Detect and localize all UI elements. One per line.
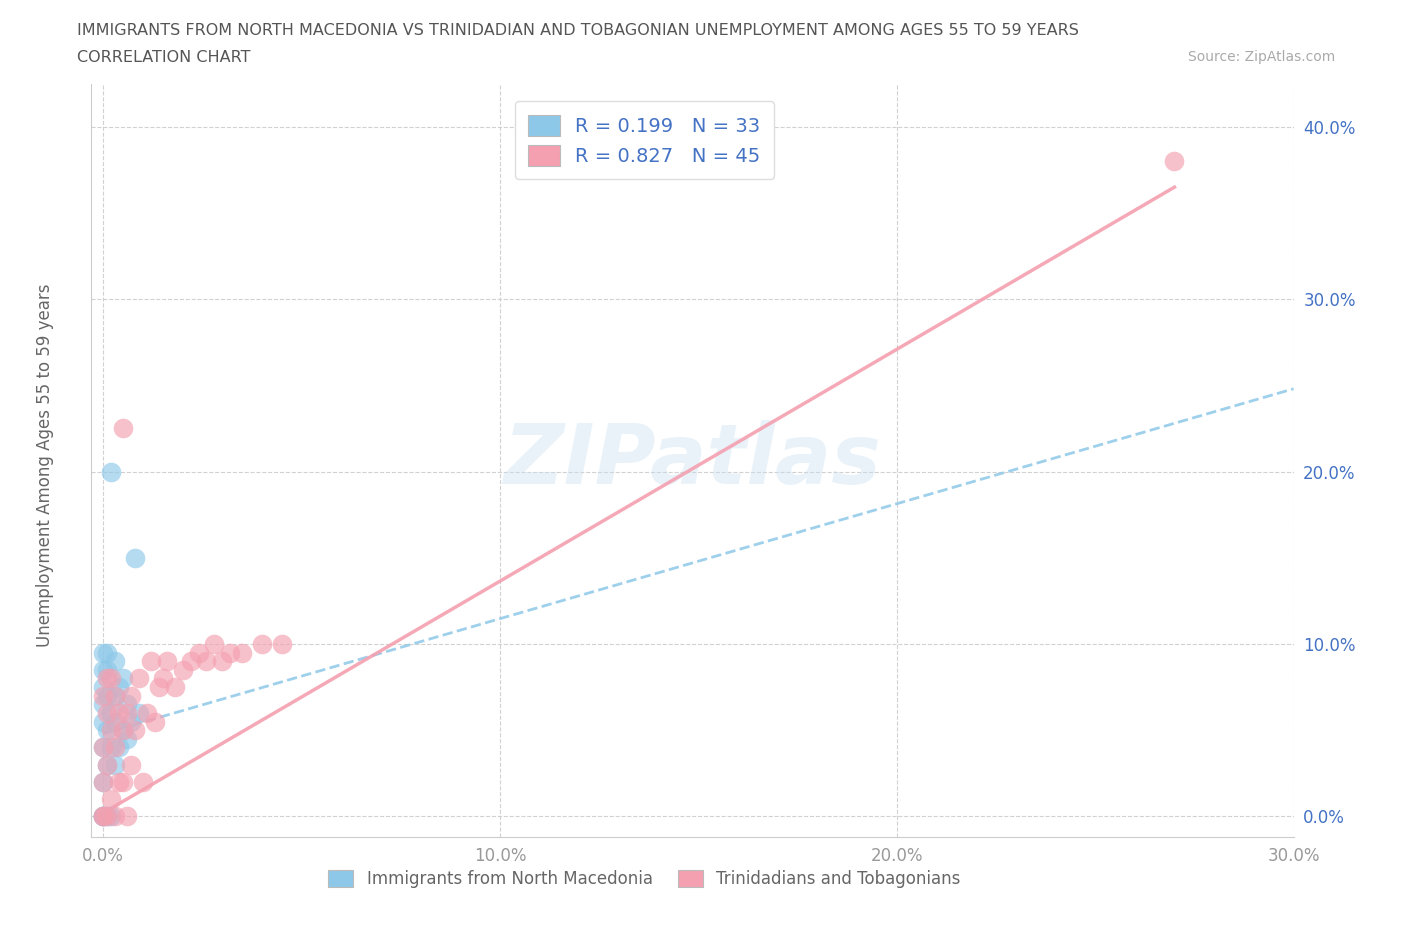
Point (115, 706, 138, 721)
Point (156, 654, 179, 669)
Point (120, 714, 142, 729)
Point (91, 809, 114, 824)
Point (180, 654, 202, 669)
Point (120, 757, 142, 772)
Point (112, 775, 135, 790)
Point (187, 645, 209, 660)
Point (104, 809, 127, 824)
Point (91, 680, 114, 695)
Point (108, 775, 131, 790)
Point (112, 671, 135, 685)
Point (128, 706, 150, 721)
Point (211, 654, 233, 669)
Point (139, 654, 162, 669)
Point (124, 723, 146, 737)
Point (112, 723, 135, 737)
Point (91, 714, 114, 729)
Point (96, 688, 118, 703)
Point (148, 680, 170, 695)
Point (115, 809, 138, 824)
Text: CORRELATION CHART: CORRELATION CHART (77, 50, 250, 65)
Point (108, 680, 131, 695)
Point (219, 645, 242, 660)
Point (91, 645, 114, 660)
Point (104, 654, 127, 669)
Point (91, 697, 114, 711)
Point (231, 645, 253, 660)
Point (172, 662, 194, 677)
Point (136, 706, 159, 721)
Point (104, 740, 127, 755)
Point (120, 688, 142, 703)
Point (104, 757, 127, 772)
Legend: Immigrants from North Macedonia, Trinidadians and Tobagonians: Immigrants from North Macedonia, Trinida… (321, 861, 969, 897)
Point (100, 740, 122, 755)
Point (91, 809, 114, 824)
Point (108, 706, 131, 721)
Point (132, 775, 155, 790)
Point (195, 654, 218, 669)
Point (91, 662, 114, 677)
Text: Source: ZipAtlas.com: Source: ZipAtlas.com (1188, 50, 1336, 64)
Point (100, 706, 122, 721)
Point (91, 809, 114, 824)
Point (91, 740, 114, 755)
Point (96, 757, 118, 772)
Text: IMMIGRANTS FROM NORTH MACEDONIA VS TRINIDADIAN AND TOBAGONIAN UNEMPLOYMENT AMONG: IMMIGRANTS FROM NORTH MACEDONIA VS TRINI… (77, 23, 1080, 38)
Point (112, 723, 135, 737)
Point (96, 723, 118, 737)
Point (100, 809, 122, 824)
Point (143, 714, 166, 729)
Point (250, 636, 273, 651)
Point (104, 688, 127, 703)
Point (96, 757, 118, 772)
Point (128, 671, 150, 685)
Point (124, 551, 146, 565)
Point (96, 809, 118, 824)
Text: ZIPatlas: ZIPatlas (503, 419, 882, 501)
Point (91, 775, 114, 790)
Point (91, 740, 114, 755)
Point (1163, 153, 1185, 168)
Point (91, 775, 114, 790)
Point (100, 464, 122, 479)
Point (108, 740, 131, 755)
Text: Unemployment Among Ages 55 to 59 years: Unemployment Among Ages 55 to 59 years (37, 284, 53, 646)
Point (100, 671, 122, 685)
Point (96, 662, 118, 677)
Point (202, 636, 225, 651)
Point (91, 809, 114, 824)
Point (100, 723, 122, 737)
Point (91, 688, 114, 703)
Point (104, 688, 127, 703)
Point (96, 809, 118, 824)
Point (112, 421, 135, 436)
Point (152, 671, 174, 685)
Point (100, 791, 122, 806)
Point (96, 671, 118, 685)
Point (96, 706, 118, 721)
Point (270, 636, 292, 651)
Point (91, 809, 114, 824)
Point (115, 697, 138, 711)
Point (115, 731, 138, 746)
Point (104, 714, 127, 729)
Point (96, 645, 118, 660)
Point (163, 680, 186, 695)
